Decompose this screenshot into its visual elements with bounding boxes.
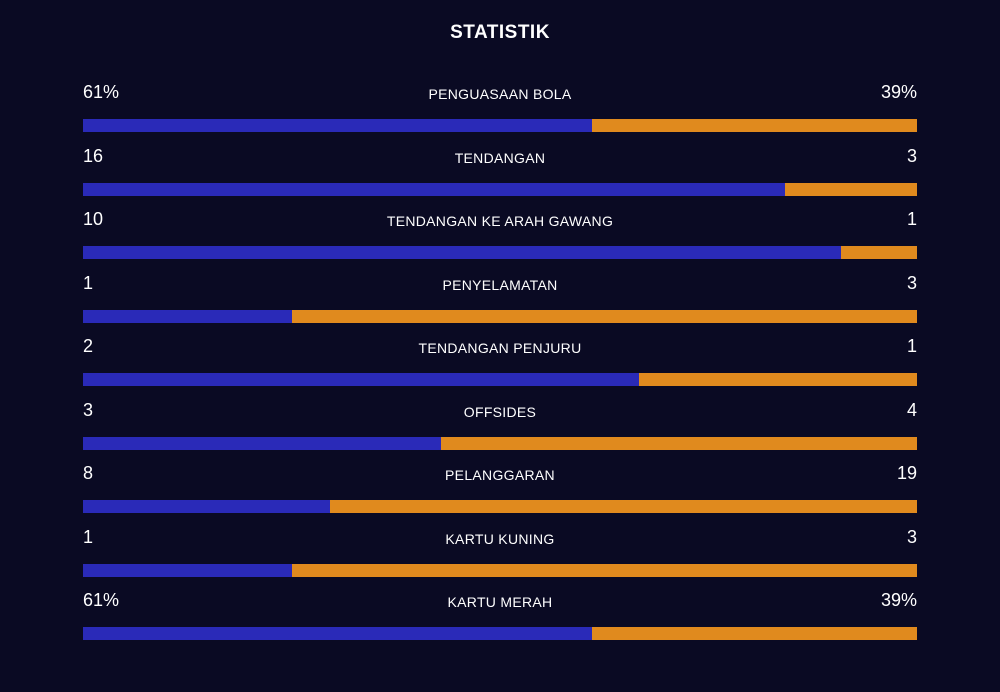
- away-value: 3: [906, 145, 917, 166]
- comparison-bar: [83, 119, 917, 132]
- home-bar-segment: [83, 309, 292, 323]
- stat-row: TENDANGAN KE ARAH GAWANG 10 1: [83, 207, 917, 271]
- away-bar-segment: [329, 500, 917, 513]
- away-value: 39%: [880, 590, 917, 610]
- home-bar-segment: [83, 182, 786, 196]
- stat-values: PENYELAMATAN 1 3: [83, 273, 917, 297]
- home-bar-segment: [83, 500, 330, 513]
- home-bar-segment: [83, 627, 592, 640]
- home-value: 2: [83, 336, 94, 356]
- stat-row: PELANGGARAN 8 19: [83, 461, 917, 525]
- comparison-bar: [83, 246, 917, 259]
- stat-values: OFFSIDES 3 4: [83, 400, 917, 424]
- comparison-bar: [83, 436, 917, 450]
- away-value: 3: [906, 272, 917, 293]
- away-value: 3: [906, 526, 917, 547]
- stat-values: TENDANGAN KE ARAH GAWANG 10 1: [83, 209, 917, 233]
- home-bar-segment: [83, 563, 292, 577]
- home-value: 3: [83, 399, 94, 420]
- stat-label: TENDANGAN: [454, 149, 546, 166]
- stat-values: PELANGGARAN 8 19: [83, 463, 917, 487]
- stat-values: PENGUASAAN BOLA 61% 39%: [83, 82, 917, 106]
- home-value: 8: [83, 463, 94, 483]
- away-value: 4: [906, 399, 917, 420]
- stat-label: PENGUASAAN BOLA: [428, 86, 572, 102]
- home-bar-segment: [83, 373, 640, 386]
- comparison-bar: [83, 563, 917, 577]
- away-bar-segment: [639, 373, 917, 386]
- away-value: 19: [896, 463, 917, 483]
- away-bar-segment: [291, 309, 917, 323]
- stats-title: STATISTIK: [450, 22, 550, 43]
- stat-row: KARTU MERAH 61% 39%: [83, 588, 917, 652]
- away-bar-segment: [785, 182, 917, 196]
- away-bar-segment: [440, 436, 917, 450]
- stat-label: TENDANGAN KE ARAH GAWANG: [386, 213, 614, 229]
- comparison-bar: [83, 627, 917, 640]
- away-value: 39%: [880, 82, 917, 102]
- comparison-bar: [83, 309, 917, 323]
- stat-row: KARTU KUNING 1 3: [83, 525, 917, 589]
- home-value: 1: [83, 526, 94, 547]
- home-value: 61%: [83, 590, 120, 610]
- stat-row: TENDANGAN 16 3: [83, 144, 917, 208]
- home-value: 16: [83, 145, 104, 166]
- stat-label: OFFSIDES: [463, 403, 537, 420]
- stat-label: PELANGGARAN: [445, 467, 555, 483]
- away-bar-segment: [591, 119, 917, 132]
- home-bar-segment: [83, 119, 592, 132]
- home-value: 1: [83, 272, 94, 293]
- stat-values: TENDANGAN PENJURU 2 1: [83, 336, 917, 360]
- away-bar-segment: [591, 627, 917, 640]
- comparison-bar: [83, 373, 917, 386]
- comparison-bar: [83, 500, 917, 513]
- stat-row: TENDANGAN PENJURU 2 1: [83, 334, 917, 398]
- away-value: 1: [906, 336, 917, 356]
- home-value: 10: [83, 209, 104, 229]
- stat-values: KARTU MERAH 61% 39%: [83, 590, 917, 614]
- away-bar-segment: [841, 246, 917, 259]
- stat-label: TENDANGAN PENJURU: [418, 340, 582, 356]
- stat-row: OFFSIDES 3 4: [83, 398, 917, 462]
- home-value: 61%: [83, 82, 120, 102]
- home-bar-segment: [83, 436, 441, 450]
- stats-list: PENGUASAAN BOLA 61% 39% TENDANGAN 16 3 TENDANG…: [83, 80, 917, 652]
- stat-label: KARTU MERAH: [447, 594, 553, 610]
- away-value: 1: [906, 209, 917, 229]
- home-bar-segment: [83, 246, 842, 259]
- stat-values: KARTU KUNING 1 3: [83, 527, 917, 551]
- comparison-bar: [83, 182, 917, 196]
- stat-values: TENDANGAN 16 3: [83, 146, 917, 170]
- stat-label: PENYELAMATAN: [442, 276, 558, 293]
- away-bar-segment: [291, 563, 917, 577]
- stat-row: PENGUASAAN BOLA 61% 39%: [83, 80, 917, 144]
- stat-label: KARTU KUNING: [445, 530, 555, 547]
- stat-row: PENYELAMATAN 1 3: [83, 271, 917, 335]
